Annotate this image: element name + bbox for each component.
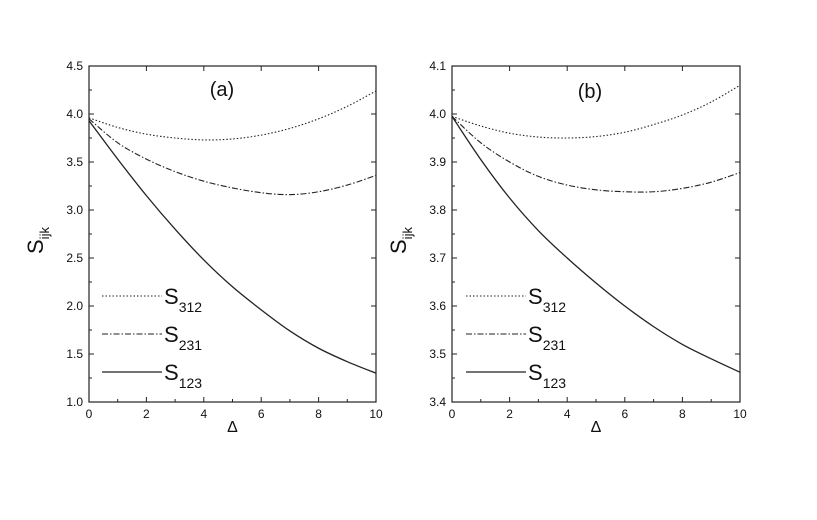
- y-tick-label: 1.0: [66, 395, 83, 409]
- panel-label: (b): [578, 81, 602, 103]
- x-tick-label: 4: [564, 407, 571, 421]
- y-tick-label: 3.9: [429, 155, 446, 169]
- legend-label-sub: 312: [179, 299, 203, 315]
- legend-label-main: S: [164, 322, 179, 347]
- series-line-231: [451, 115, 741, 193]
- chart-panel-a: 0 2 4 6 8 10 1.0 1.5 2.0 2.5 3.0 3.5 4.0 4.5 Δ Sijk (a) S…: [23, 59, 383, 436]
- series-line-123: [451, 116, 741, 373]
- y-tick-label: 3.5: [429, 347, 446, 361]
- x-tick-label: 6: [621, 407, 628, 421]
- x-tick-label: 0: [449, 407, 456, 421]
- legend-label-sub: 312: [543, 299, 567, 315]
- chart-panel-b: 0 2 4 6 8 10 3.4 3.5 3.6 3.7 3.8 3.9 4.0 4.1 Δ Sijk (b) S…: [386, 59, 747, 436]
- legend-label-sub: 123: [179, 375, 203, 391]
- y-tick-label: 1.5: [66, 347, 83, 361]
- y-tick-label: 4.0: [429, 107, 446, 121]
- y-axis-label-main: S: [23, 239, 48, 254]
- legend-label-sub: 123: [543, 375, 567, 391]
- x-tick-label: 8: [315, 407, 322, 421]
- y-tick-label: 4.0: [66, 107, 83, 121]
- y-tick-label: 2.5: [66, 251, 83, 265]
- y-tick-label: 4.1: [429, 59, 446, 73]
- y-axis-label: Sijk: [386, 227, 415, 254]
- y-tick-label: 3.0: [66, 203, 83, 217]
- y-tick-label: 3.7: [429, 251, 446, 265]
- legend-label-main: S: [164, 284, 179, 309]
- x-tick-label: 2: [506, 407, 513, 421]
- y-tick-label: 2.0: [66, 299, 83, 313]
- x-tick-label: 0: [86, 407, 93, 421]
- x-tick-label: 4: [200, 407, 207, 421]
- legend-label-sub: 231: [543, 337, 567, 353]
- legend-label-main: S: [164, 360, 179, 385]
- x-axis-label: Δ: [227, 419, 238, 436]
- x-tick-label: 6: [258, 407, 265, 421]
- legend-label-main: S: [528, 284, 543, 309]
- y-axis-label-sub: ijk: [37, 227, 52, 240]
- series-line-123: [88, 120, 377, 374]
- x-tick-label: 10: [369, 407, 383, 421]
- y-tick-label: 4.5: [66, 59, 83, 73]
- x-tick-label: 8: [679, 407, 686, 421]
- x-tick-label: 10: [733, 407, 747, 421]
- y-tick-label: 3.6: [429, 299, 446, 313]
- legend-label-312: S312: [164, 284, 202, 315]
- legend-label-123: S123: [164, 360, 202, 391]
- x-axis-label: Δ: [591, 419, 602, 436]
- series-line-231: [88, 118, 377, 196]
- legend-label-231: S231: [164, 322, 202, 353]
- legend-label-sub: 231: [179, 337, 203, 353]
- y-axis-label-main: S: [386, 239, 411, 254]
- legend-label-312: S312: [528, 284, 566, 315]
- y-tick-label: 3.4: [429, 395, 446, 409]
- legend-label-main: S: [528, 360, 543, 385]
- x-tick-label: 2: [143, 407, 150, 421]
- plot-frame: [88, 65, 377, 403]
- legend-label-231: S231: [528, 322, 566, 353]
- y-tick-label: 3.5: [66, 155, 83, 169]
- legend-label-main: S: [528, 322, 543, 347]
- legend-label-123: S123: [528, 360, 566, 391]
- y-axis-label: Sijk: [23, 227, 52, 254]
- y-axis-label-sub: ijk: [400, 227, 415, 240]
- series-line-312: [451, 84, 741, 139]
- y-tick-label: 3.8: [429, 203, 446, 217]
- panel-label: (a): [210, 79, 234, 101]
